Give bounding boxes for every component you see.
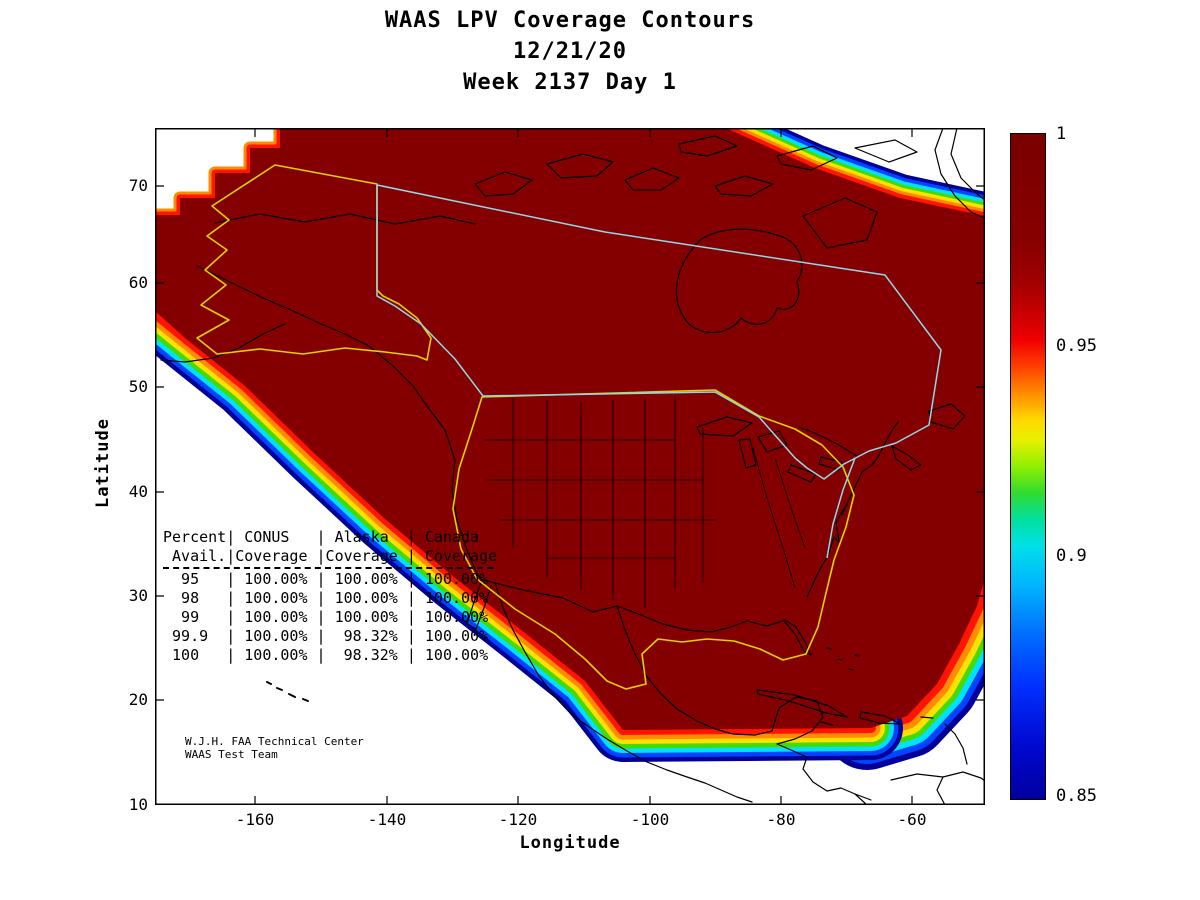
y-tick-label: 10	[128, 795, 148, 814]
colorbar-tick-label: 0.9	[1056, 546, 1087, 566]
y-tick-label: 70	[128, 176, 148, 195]
x-tick-label: -160	[235, 810, 275, 829]
state-borders	[482, 391, 806, 608]
colorbar-tick-label: 1	[1056, 124, 1067, 144]
chart-title: WAAS LPV Coverage Contours	[384, 8, 756, 33]
alaska-service-outline	[196, 164, 432, 361]
y-tick-label: 60	[128, 273, 148, 292]
x-axis-label: Longitude	[519, 833, 621, 853]
coverage-region	[155, 128, 985, 730]
coverage-map-svg	[155, 128, 985, 805]
coverage-table-rows: 95 | 100.00% | 100.00% | 100.00% 98 | 10…	[172, 570, 489, 664]
y-axis-label: Latitude	[93, 418, 113, 508]
coverage-availability-table: Percent| CONUS | Alaska | Canada Avail.|…	[163, 528, 497, 665]
chart-date: 12/21/20	[513, 39, 627, 64]
x-tick-label: -120	[498, 810, 538, 829]
axis-ticks	[156, 129, 984, 804]
colorbar-tick-label: 0.85	[1056, 786, 1097, 806]
service-volume-outlines-yellow	[196, 164, 855, 690]
x-tick-label: -140	[367, 810, 407, 829]
chart-week-day: Week 2137 Day 1	[463, 70, 677, 95]
attribution-text: W.J.H. FAA Technical Center WAAS Test Te…	[185, 735, 364, 761]
map-plot-area	[155, 128, 985, 805]
conus-service-outline	[452, 389, 855, 690]
y-tick-label: 40	[128, 482, 148, 501]
coastlines	[160, 128, 985, 805]
x-tick-label: -80	[766, 810, 796, 829]
plot-frame	[155, 128, 985, 805]
x-tick-label: -100	[630, 810, 670, 829]
hawaii-islands	[266, 681, 309, 702]
colorbar	[1010, 133, 1046, 800]
canada-service-outline	[376, 184, 942, 559]
x-tick-label: -60	[897, 810, 927, 829]
table-divider	[163, 567, 493, 569]
y-tick-label: 50	[128, 377, 148, 396]
coverage-table-header: Percent| CONUS | Alaska | Canada Avail.|…	[163, 528, 498, 565]
y-tick-label: 20	[128, 690, 148, 709]
y-tick-label: 30	[128, 586, 148, 605]
colorbar-tick-label: 0.95	[1056, 336, 1097, 356]
